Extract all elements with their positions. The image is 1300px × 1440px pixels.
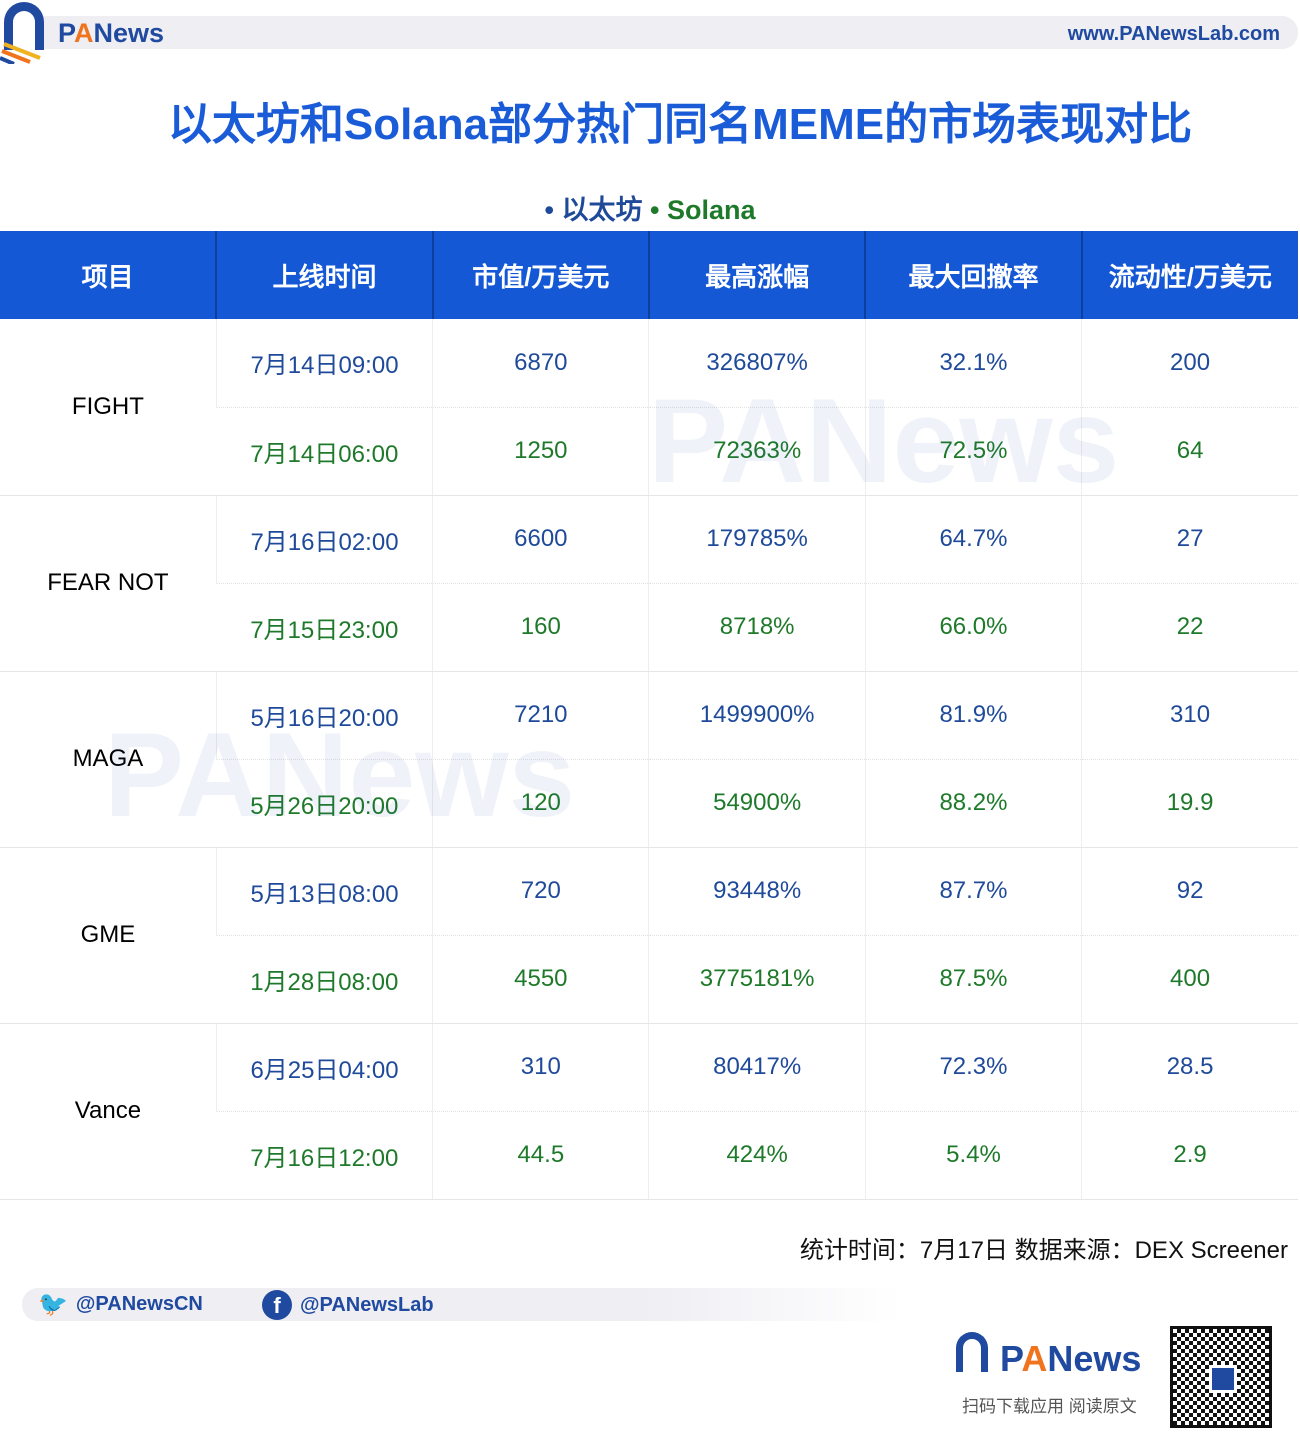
table-cell: 44.5: [432, 1111, 649, 1200]
comparison-table: 项目 上线时间 市值/万美元 最高涨幅 最大回撤率 流动性/万美元 FIGHT 7月14日0…: [0, 231, 1298, 1200]
source-note: 统计时间：7月17日 数据来源：DEX Screener: [799, 1237, 1288, 1264]
project-name: MAGA: [0, 671, 217, 848]
table-cell: 6870: [432, 319, 649, 408]
table-cell: 72363%: [648, 407, 866, 496]
project-name: Vance: [0, 1023, 217, 1200]
table-cell: 160: [432, 583, 649, 672]
table-cell: 424%: [648, 1111, 866, 1200]
table-cell: 28.5: [1081, 1023, 1298, 1112]
table-cell: 1499900%: [648, 671, 866, 760]
social-bar: [22, 1288, 902, 1321]
table-row-sol: 7月15日23:00 160 8718% 66.0% 22: [0, 583, 1298, 672]
watermark: PANews: [104, 708, 576, 842]
table-cell: 92: [1081, 847, 1298, 936]
table-cell: 400: [1081, 935, 1298, 1024]
table-cell: 310: [1081, 671, 1298, 760]
scan-text: 扫码下载应用 阅读原文: [962, 1397, 1137, 1416]
table-cell: 27: [1081, 495, 1298, 584]
table-cell: 22: [1081, 583, 1298, 672]
table-cell: 6600: [432, 495, 649, 584]
table-cell: 5.4%: [864, 1111, 1082, 1200]
table-cell: 80417%: [648, 1023, 866, 1112]
column-header: 项目: [0, 231, 217, 319]
table-cell: 81.9%: [864, 671, 1082, 760]
site-url: www.PANewsLab.com: [1067, 23, 1280, 45]
table-cell: 7月16日12:00: [216, 1111, 433, 1200]
table-cell: 87.7%: [864, 847, 1082, 936]
project-name: GME: [0, 847, 217, 1024]
table-cell: 4550: [432, 935, 649, 1024]
facebook-link[interactable]: f @PANewsLab: [262, 1290, 434, 1320]
table-cell: 1月28日08:00: [216, 935, 433, 1024]
table-cell: 64.7%: [864, 495, 1082, 584]
table-cell: 72.3%: [864, 1023, 1082, 1112]
page-title: 以太坊和Solana部分热门同名MEME的市场表现对比: [167, 100, 1193, 149]
table-cell: 32.1%: [864, 319, 1082, 408]
table-cell: 87.5%: [864, 935, 1082, 1024]
twitter-link[interactable]: 🐦 @PANewsCN: [38, 1291, 203, 1318]
table-cell: 19.9: [1081, 759, 1298, 848]
table-cell: 200: [1081, 319, 1298, 408]
table-cell: 88.2%: [864, 759, 1082, 848]
twitter-icon: 🐦: [38, 1291, 68, 1318]
table-cell: 1250: [432, 407, 649, 496]
legend-eth: • 以太坊: [544, 195, 643, 225]
table-cell: 6月25日04:00: [215, 1023, 433, 1112]
table-row-eth: Vance 6月25日04:00 310 80417% 72.3% 28.5: [0, 1023, 1298, 1200]
logo-stripes-icon: [0, 42, 41, 64]
table-cell: 7210: [432, 671, 649, 760]
table-cell: 72.5%: [864, 407, 1082, 496]
table-row-eth: GME 5月13日08:00 720 93448% 87.7% 92: [0, 847, 1298, 1024]
table-row-sol: 7月16日12:00 44.5 424% 5.4% 2.9: [0, 1111, 1298, 1200]
project-name: FIGHT: [0, 319, 217, 496]
table-row-sol: 1月28日08:00 4550 3775181% 87.5% 400: [0, 935, 1298, 1024]
project-name: FEAR NOT: [0, 495, 217, 672]
table-row-eth: FIGHT 7月14日09:00 6870 326807% 32.1% 200: [0, 319, 1298, 496]
column-header: 最高涨幅: [647, 231, 866, 319]
table-cell: 7月15日23:00: [216, 583, 433, 672]
column-header: 上线时间: [215, 231, 433, 319]
brand-logo: PANews: [1000, 1338, 1142, 1379]
table-cell: 3775181%: [648, 935, 866, 1024]
table-cell: 8718%: [648, 583, 866, 672]
facebook-icon: f: [262, 1290, 292, 1320]
table-cell: 64: [1081, 407, 1298, 496]
table-row-eth: MAGA 5月16日20:00 7210 1499900% 81.9% 310: [0, 671, 1298, 848]
legend: • 以太坊 • Solana: [0, 188, 1300, 227]
column-header: 市值/万美元: [431, 231, 649, 319]
table-cell: 7月14日09:00: [215, 319, 433, 408]
table-row-eth: FEAR NOT 7月16日02:00 6600 179785% 64.7% 27: [0, 495, 1298, 672]
table-cell: 5月16日20:00: [215, 671, 433, 760]
table-cell: 7月14日06:00: [216, 407, 433, 496]
table-row-sol: 7月14日06:00 1250 72363% 72.5% 64: [0, 407, 1298, 496]
table-cell: 7月16日02:00: [215, 495, 433, 584]
table-cell: 54900%: [648, 759, 866, 848]
legend-solana: • Solana: [650, 195, 756, 225]
table-row-sol: 5月26日20:00 120 54900% 88.2% 19.9: [0, 759, 1298, 848]
qr-code[interactable]: [1170, 1326, 1272, 1428]
table-cell: 120: [432, 759, 649, 848]
table-cell: 310: [432, 1023, 649, 1112]
watermark: PANews: [648, 374, 1120, 508]
table-cell: 2.9: [1081, 1111, 1298, 1200]
table-cell: 66.0%: [864, 583, 1082, 672]
column-header: 最大回撤率: [864, 231, 1082, 319]
table-cell: 93448%: [648, 847, 866, 936]
table-cell: 5月26日20:00: [216, 759, 433, 848]
logo-icon: [956, 1332, 988, 1372]
table-cell: 5月13日08:00: [215, 847, 433, 936]
table-cell: 179785%: [648, 495, 866, 584]
column-header: 流动性/万美元: [1080, 231, 1298, 319]
brand-logo: PANews: [58, 18, 165, 48]
table-cell: 720: [432, 847, 649, 936]
table-cell: 326807%: [648, 319, 866, 408]
header-bar: [40, 16, 1298, 49]
logo-icon: [4, 2, 44, 50]
